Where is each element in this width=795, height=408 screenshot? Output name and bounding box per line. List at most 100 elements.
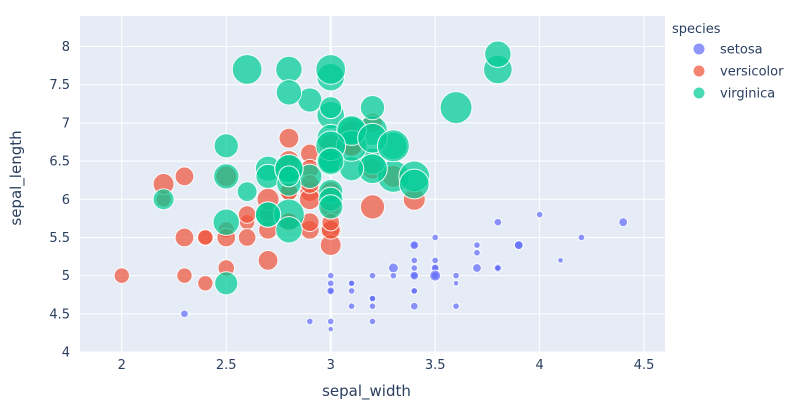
data-point-virginica[interactable] — [236, 181, 258, 203]
data-point-virginica[interactable] — [275, 216, 303, 244]
legend-item-versicolor[interactable]: versicolor — [692, 64, 784, 80]
data-point-setosa[interactable] — [327, 325, 334, 333]
data-point-setosa[interactable] — [431, 256, 439, 265]
data-point-versicolor[interactable] — [359, 194, 386, 220]
legend-swatch — [692, 42, 706, 56]
y-tick-label: 5.5 — [49, 231, 70, 246]
data-point-virginica[interactable] — [439, 91, 473, 125]
legend[interactable]: species setosa versicolor virginica — [672, 22, 784, 102]
data-point-setosa[interactable] — [347, 287, 356, 295]
x-tick-label: 3.5 — [425, 358, 446, 373]
data-point-setosa[interactable] — [452, 302, 460, 310]
data-point-setosa[interactable] — [494, 264, 502, 272]
data-point-setosa[interactable] — [577, 233, 586, 242]
data-point-versicolor[interactable] — [237, 228, 257, 247]
data-point-virginica[interactable] — [376, 129, 410, 163]
data-point-setosa[interactable] — [389, 271, 398, 280]
y-tick-label: 4 — [62, 346, 70, 361]
data-point-virginica[interactable] — [318, 194, 344, 220]
data-point-virginica[interactable] — [275, 55, 303, 84]
data-point-setosa[interactable] — [409, 270, 420, 281]
data-point-virginica[interactable] — [398, 168, 430, 200]
y-tick-label: 6 — [62, 193, 70, 208]
data-point-virginica[interactable] — [484, 40, 512, 68]
y-axis-title: sepal_length — [7, 130, 26, 225]
data-point-setosa[interactable] — [368, 302, 377, 310]
legend-label: versicolor — [720, 65, 784, 80]
data-point-setosa[interactable] — [326, 271, 335, 280]
data-point-virginica[interactable] — [254, 201, 282, 228]
data-point-versicolor[interactable] — [174, 227, 195, 248]
data-point-setosa[interactable] — [473, 241, 481, 249]
data-point-versicolor[interactable] — [174, 166, 195, 187]
data-point-virginica[interactable] — [359, 95, 386, 121]
data-point-setosa[interactable] — [409, 240, 420, 250]
data-point-setosa[interactable] — [493, 217, 503, 227]
data-point-virginica[interactable] — [317, 147, 345, 175]
data-point-setosa[interactable] — [368, 294, 377, 303]
data-point-versicolor[interactable] — [197, 275, 214, 292]
data-point-setosa[interactable] — [410, 256, 419, 265]
legend-item-virginica[interactable]: virginica — [692, 86, 775, 102]
data-point-setosa[interactable] — [452, 280, 460, 287]
data-point-setosa[interactable] — [410, 287, 419, 295]
data-point-setosa[interactable] — [347, 302, 356, 310]
y-tick-label: 7.5 — [49, 78, 70, 93]
x-tick-label: 3 — [327, 358, 335, 373]
data-point-setosa[interactable] — [409, 301, 419, 311]
data-point-virginica[interactable] — [212, 208, 240, 236]
data-point-setosa[interactable] — [472, 263, 482, 273]
series-setosa — [180, 210, 629, 333]
data-point-setosa[interactable] — [326, 317, 335, 326]
legend-item-setosa[interactable]: setosa — [692, 42, 763, 58]
data-point-versicolor[interactable] — [176, 267, 193, 284]
data-point-setosa[interactable] — [473, 248, 481, 257]
data-point-virginica[interactable] — [319, 96, 343, 120]
data-point-versicolor[interactable] — [278, 127, 300, 149]
x-tick-label: 4 — [536, 358, 544, 373]
y-tick-label: 8 — [62, 40, 70, 55]
data-point-versicolor[interactable] — [237, 205, 257, 224]
x-axis-ticks: 2 2.5 3 3.5 4 4.5 — [118, 358, 655, 373]
data-point-virginica[interactable] — [214, 271, 239, 296]
data-point-setosa[interactable] — [306, 317, 314, 326]
x-tick-label: 2 — [118, 358, 126, 373]
legend-items[interactable]: setosa versicolor virginica — [692, 42, 784, 102]
y-tick-label: 4.5 — [49, 307, 70, 322]
legend-label: setosa — [720, 43, 763, 58]
data-point-setosa[interactable] — [452, 271, 460, 280]
data-point-virginica[interactable] — [152, 188, 175, 211]
data-point-setosa[interactable] — [368, 317, 377, 326]
data-point-setosa[interactable] — [326, 279, 335, 288]
x-tick-label: 2.5 — [216, 358, 237, 373]
data-points — [113, 40, 629, 333]
data-point-virginica[interactable] — [213, 133, 239, 159]
y-tick-label: 7 — [62, 116, 70, 131]
legend-swatch — [692, 86, 706, 100]
data-point-setosa[interactable] — [618, 217, 629, 228]
data-point-virginica[interactable] — [277, 165, 300, 188]
data-point-setosa[interactable] — [535, 210, 544, 219]
data-point-setosa[interactable] — [368, 271, 377, 280]
data-point-setosa[interactable] — [557, 257, 564, 264]
data-point-setosa[interactable] — [347, 279, 356, 288]
y-tick-label: 6.5 — [49, 155, 70, 170]
data-point-virginica[interactable] — [213, 163, 240, 190]
data-point-setosa[interactable] — [431, 233, 439, 242]
legend-title: species — [672, 22, 721, 37]
data-point-setosa[interactable] — [513, 240, 524, 250]
data-point-setosa[interactable] — [387, 262, 399, 274]
data-point-versicolor[interactable] — [113, 267, 130, 284]
data-point-setosa[interactable] — [410, 264, 419, 272]
data-point-virginica[interactable] — [275, 79, 303, 106]
data-point-virginica[interactable] — [315, 54, 347, 85]
data-point-versicolor[interactable] — [257, 249, 279, 271]
data-point-virginica[interactable] — [231, 54, 263, 85]
series-virginica — [152, 40, 513, 296]
data-point-versicolor[interactable] — [197, 229, 214, 246]
data-point-setosa[interactable] — [429, 269, 442, 282]
data-point-setosa[interactable] — [326, 286, 336, 296]
data-point-setosa[interactable] — [180, 309, 189, 319]
